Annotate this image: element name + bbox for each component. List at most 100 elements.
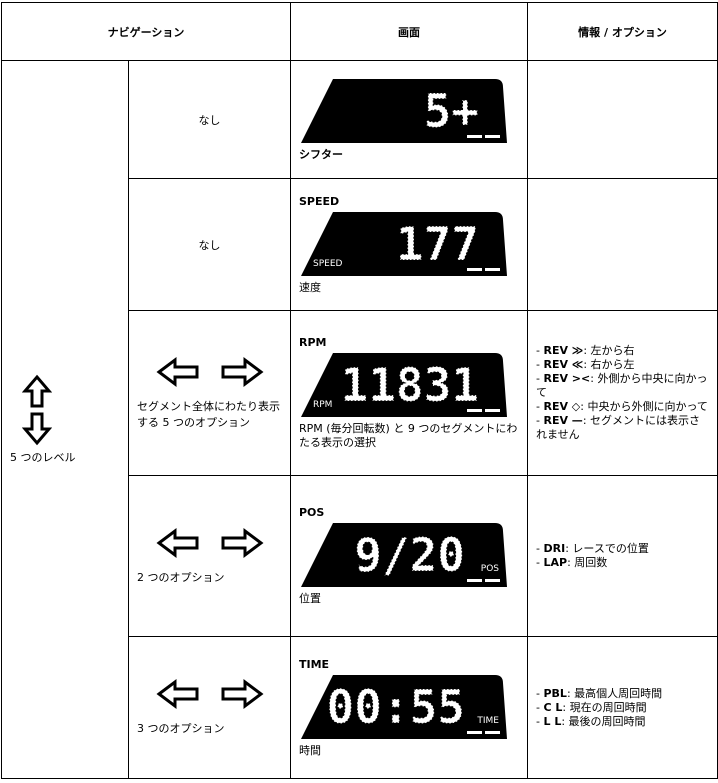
info-item: - REV —: セグメントには表示されません [536,414,709,442]
info-key: REV ≫ [543,344,584,357]
display-value: 177 [396,217,479,271]
header-info: 情報 / オプション [527,2,718,61]
info-text: : 左から右 [583,344,635,357]
info-dash: - [536,686,540,700]
display-unit: POS [481,564,500,574]
info-dash: - [536,700,540,714]
segment-bar [485,579,500,582]
segment-bar [485,135,500,138]
table-row: なし SPEED 177 SPEED 速度 [2,178,718,311]
navigation-cell: なし [128,178,291,311]
info-key: L L [543,714,562,728]
segment-bar [467,579,482,582]
segment-bar [485,267,500,271]
info-cell [527,60,718,179]
arrows [137,679,282,712]
screen-caption: RPM (毎分回転数) と 9 つのセグメントにわたる表示の選択 [299,422,518,449]
navigation-cell: 3 つのオプション [128,636,291,779]
arrows [137,356,282,390]
info-item: - C L: 現在の周回時間 [536,701,709,715]
info-dash: - [536,400,540,413]
info-cell: - REV ≫: 左から右 - REV ≪: 右から左 - REV ><: 外側から… [527,310,718,476]
info-dash: - [536,344,540,357]
segment-bar [485,409,500,412]
header-navigation: ナビゲーション [1,2,291,61]
info-item: - PBL: 最高個人周回時間 [536,687,709,701]
screen-caption: シフター [299,148,343,161]
display-unit: TIME [476,716,499,726]
display: 00:55 TIME [301,674,507,739]
display-value: 5+ [424,84,479,138]
info-item: - L L: 最後の周回時間 [536,715,709,729]
display-bezel [301,79,507,143]
header-row: ナビゲーション 画面 情報 / オプション [1,2,718,61]
info-text: : 現在の周回時間 [562,700,647,714]
screen-caption: 速度 [299,280,321,294]
screen-caption: 位置 [299,592,321,605]
levels-cell: 5 つのレベル [1,60,129,779]
display-bezel [301,211,507,276]
info-item: - REV ≫: 左から右 [536,344,709,358]
header-screen: 画面 [290,2,528,61]
info-item: - REV ◇: 中央から外側に向かって [536,400,709,414]
info-dash: - [536,714,540,728]
up-down-arrows [21,374,53,446]
display: 5+ [301,79,507,143]
info-text: : 右から左 [583,358,635,371]
navigation-cell: 2 つのオプション [128,475,291,637]
info-item: - LAP: 周回数 [536,556,709,570]
arrows [137,527,282,561]
navigation-cell: セグメント全体にわたり表示する 5 つのオプション [128,310,291,476]
display-bezel [301,523,507,587]
navigation-text: 2 つのオプション [137,570,225,584]
display-unit: RPM [313,400,332,410]
screen-label: POS [299,506,325,519]
info-text: : 最高個人周回時間 [566,686,663,700]
display-value: 00:55 [327,680,465,734]
info-cell: - DRI: レースでの位置 - LAP: 周回数 [527,475,718,637]
segment-bar [467,409,482,412]
table-row: 5 つのレベル なし 5+ シフター [1,60,718,779]
screen-cell: SPEED 177 SPEED 速度 [290,178,528,311]
info-text: : レースでの位置 [565,542,649,555]
segment-bar [467,135,482,138]
display-value: 11831 [341,358,479,412]
screen-label: TIME [299,657,330,671]
screen-label: RPM [299,336,327,349]
navigation-text: なし [198,113,221,127]
screen-caption: 時間 [299,743,321,757]
display: 9/20 POS [301,523,507,587]
info-dash: - [536,414,540,427]
info-text: : 周回数 [567,556,608,569]
navigation-cell: なし [128,60,291,179]
screen-label: SPEED [299,194,340,208]
display-bezel [301,674,507,739]
left-right-arrows [156,679,263,709]
info-item: - REV ≪: 右から左 [536,358,709,372]
info-key: REV >< [543,372,591,385]
display: 177 SPEED [301,211,507,276]
display-unit: SPEED [313,259,343,269]
arrows [21,374,120,449]
info-key: C L [543,700,563,714]
info-key: REV ≪ [543,358,584,371]
display: 11831 RPM [301,353,507,417]
table-row: 2 つのオプション POS 9/20 POS 位置 - DRI: レースでの位置 - LAP… [2,475,718,637]
info-dash: - [536,556,540,569]
segment-bar [467,267,482,271]
info-text: : 外側から中央に向かって [536,372,708,399]
display-bezel [301,353,507,417]
info-text: : セグメントには表示されません [536,414,701,441]
info-dash: - [536,372,540,385]
table-row: 3 つのオプション TIME 00:55 TIME 時間 - PBL: 最高個人周回時間 -… [2,636,718,779]
info-key: LAP [543,556,568,569]
screen-cell: RPM 11831 RPM RPM (毎分回転数) と 9 つのセグメントにわたる表示… [290,310,528,476]
left-right-arrows [156,356,263,387]
info-dash: - [536,542,540,555]
navigation-text: なし [198,238,221,252]
info-key: REV ◇ [543,400,581,413]
info-key: REV — [543,414,583,427]
info-text: : 最後の周回時間 [561,714,646,728]
screen-cell: TIME 00:55 TIME 時間 [290,636,528,779]
